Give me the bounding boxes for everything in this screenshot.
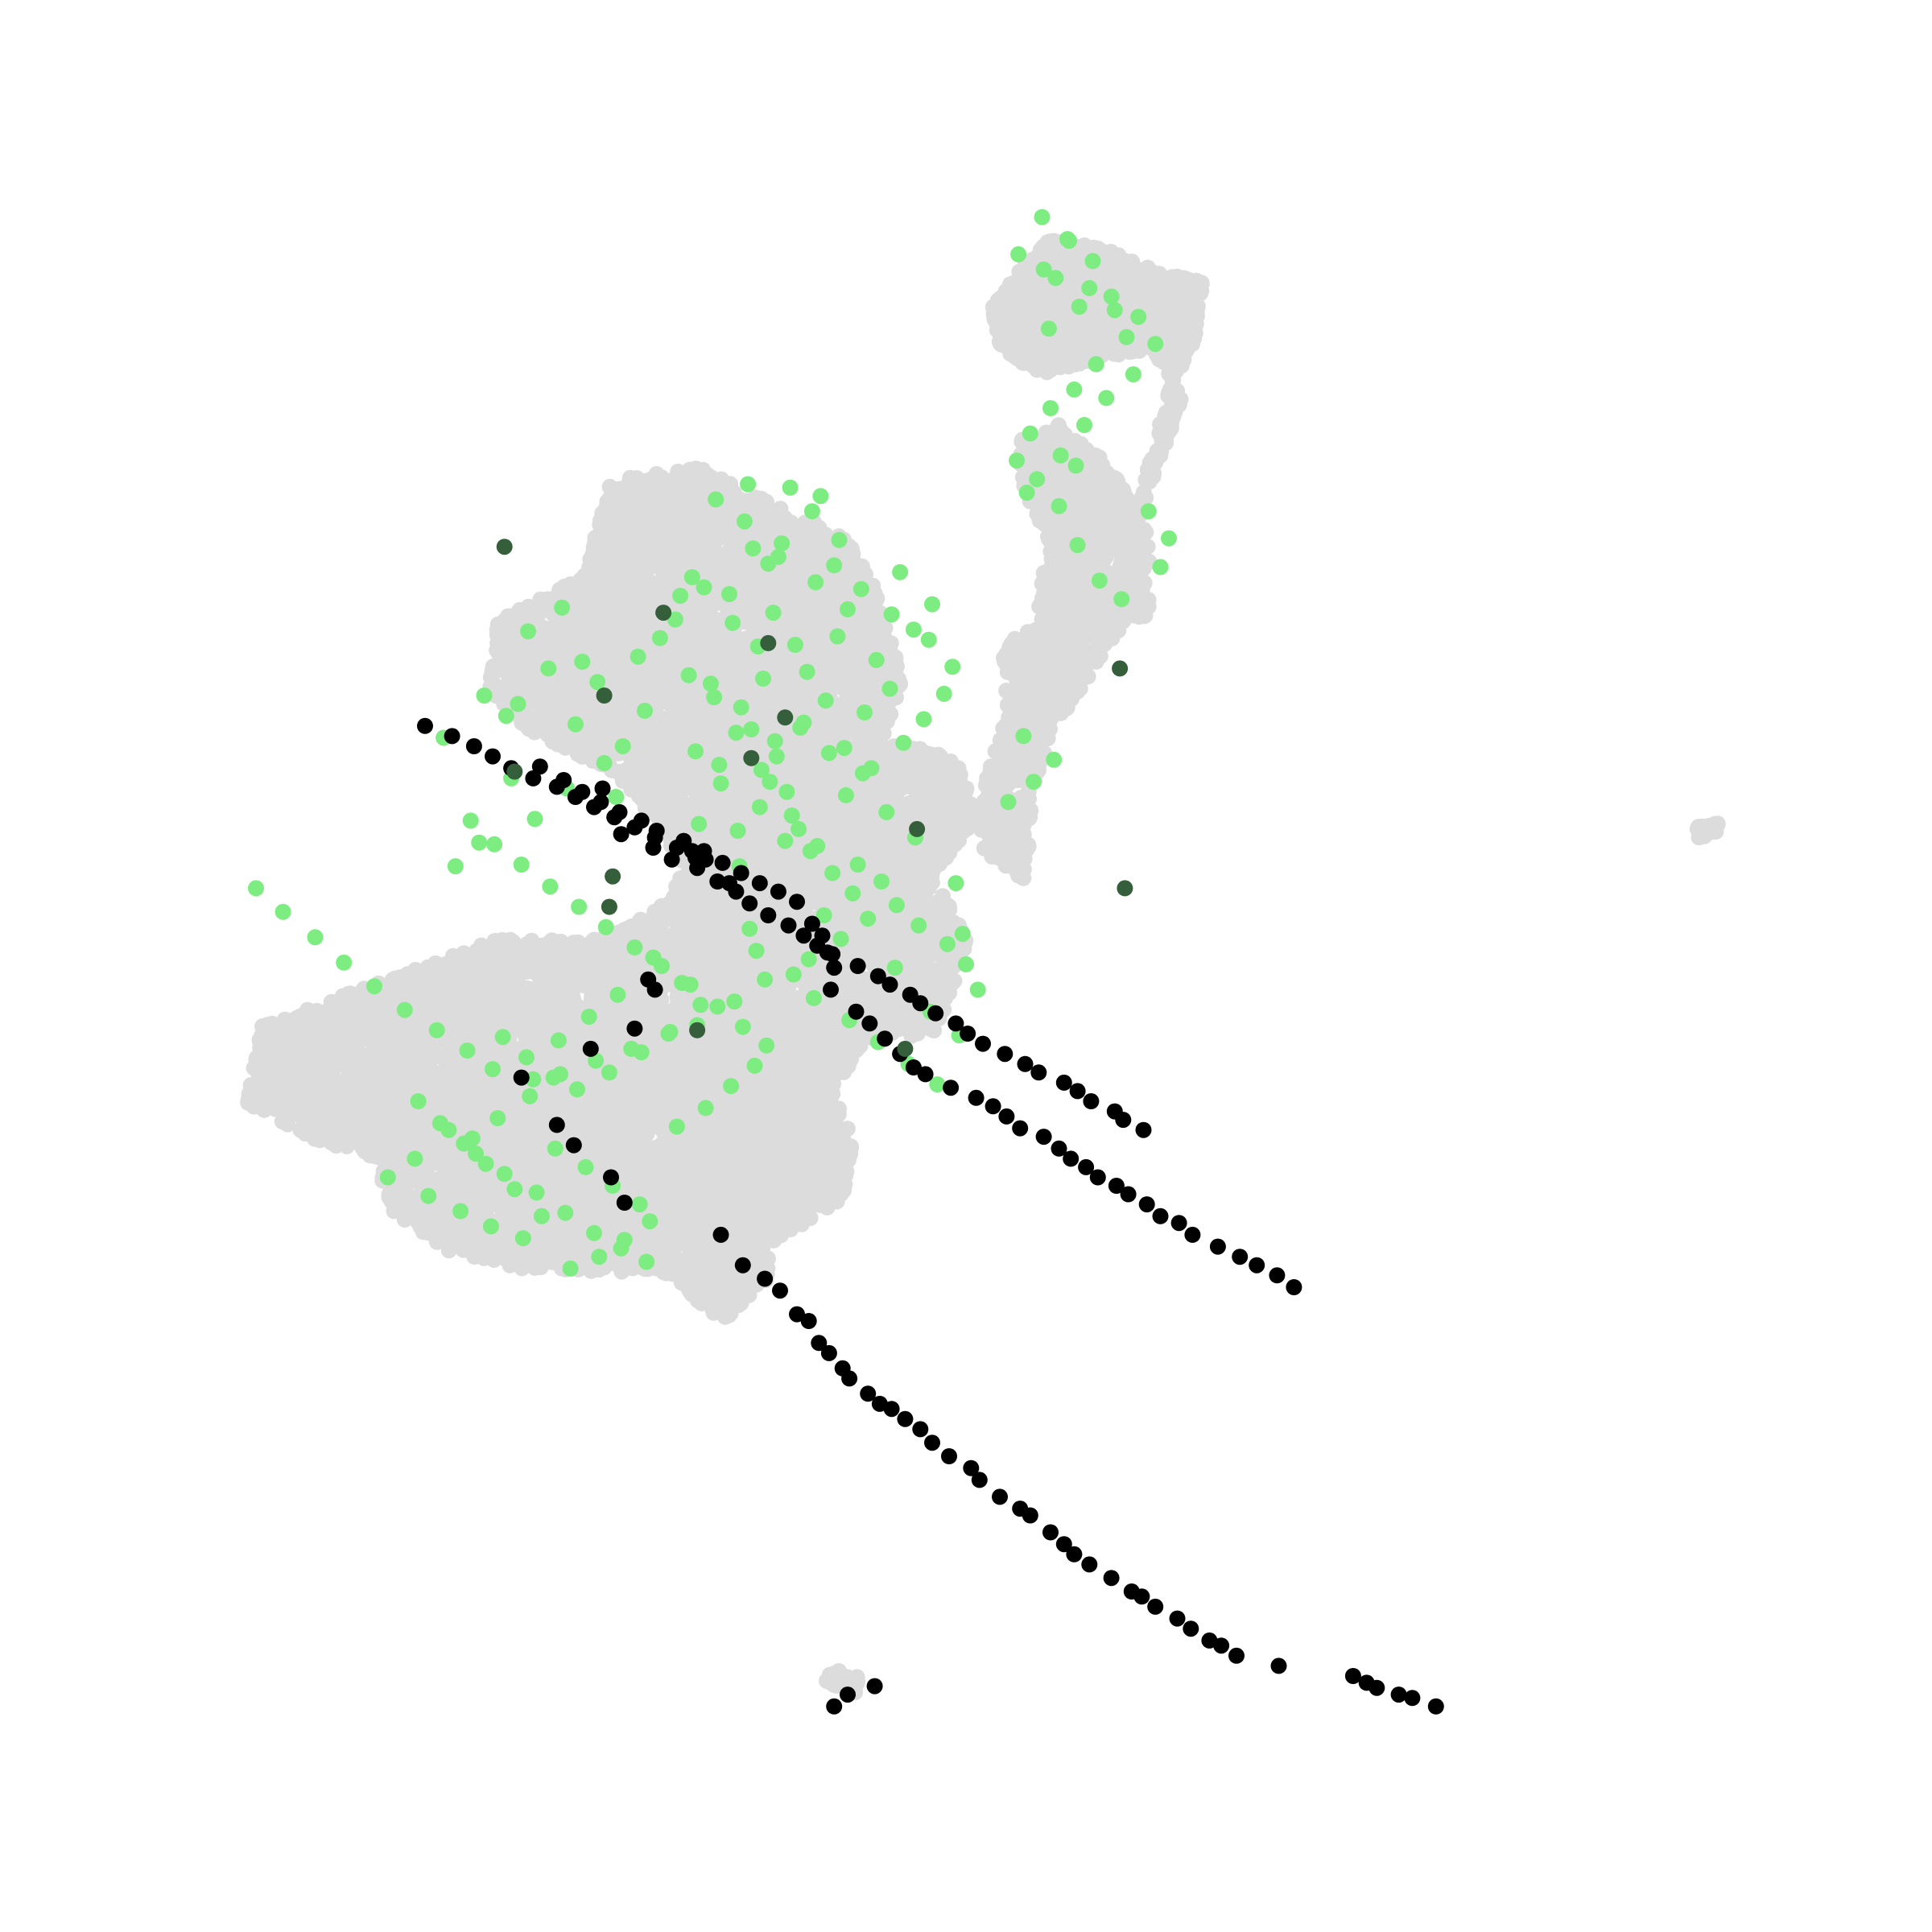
scatter-plot-area xyxy=(240,208,1726,1715)
scatter-plot xyxy=(240,208,1726,1715)
